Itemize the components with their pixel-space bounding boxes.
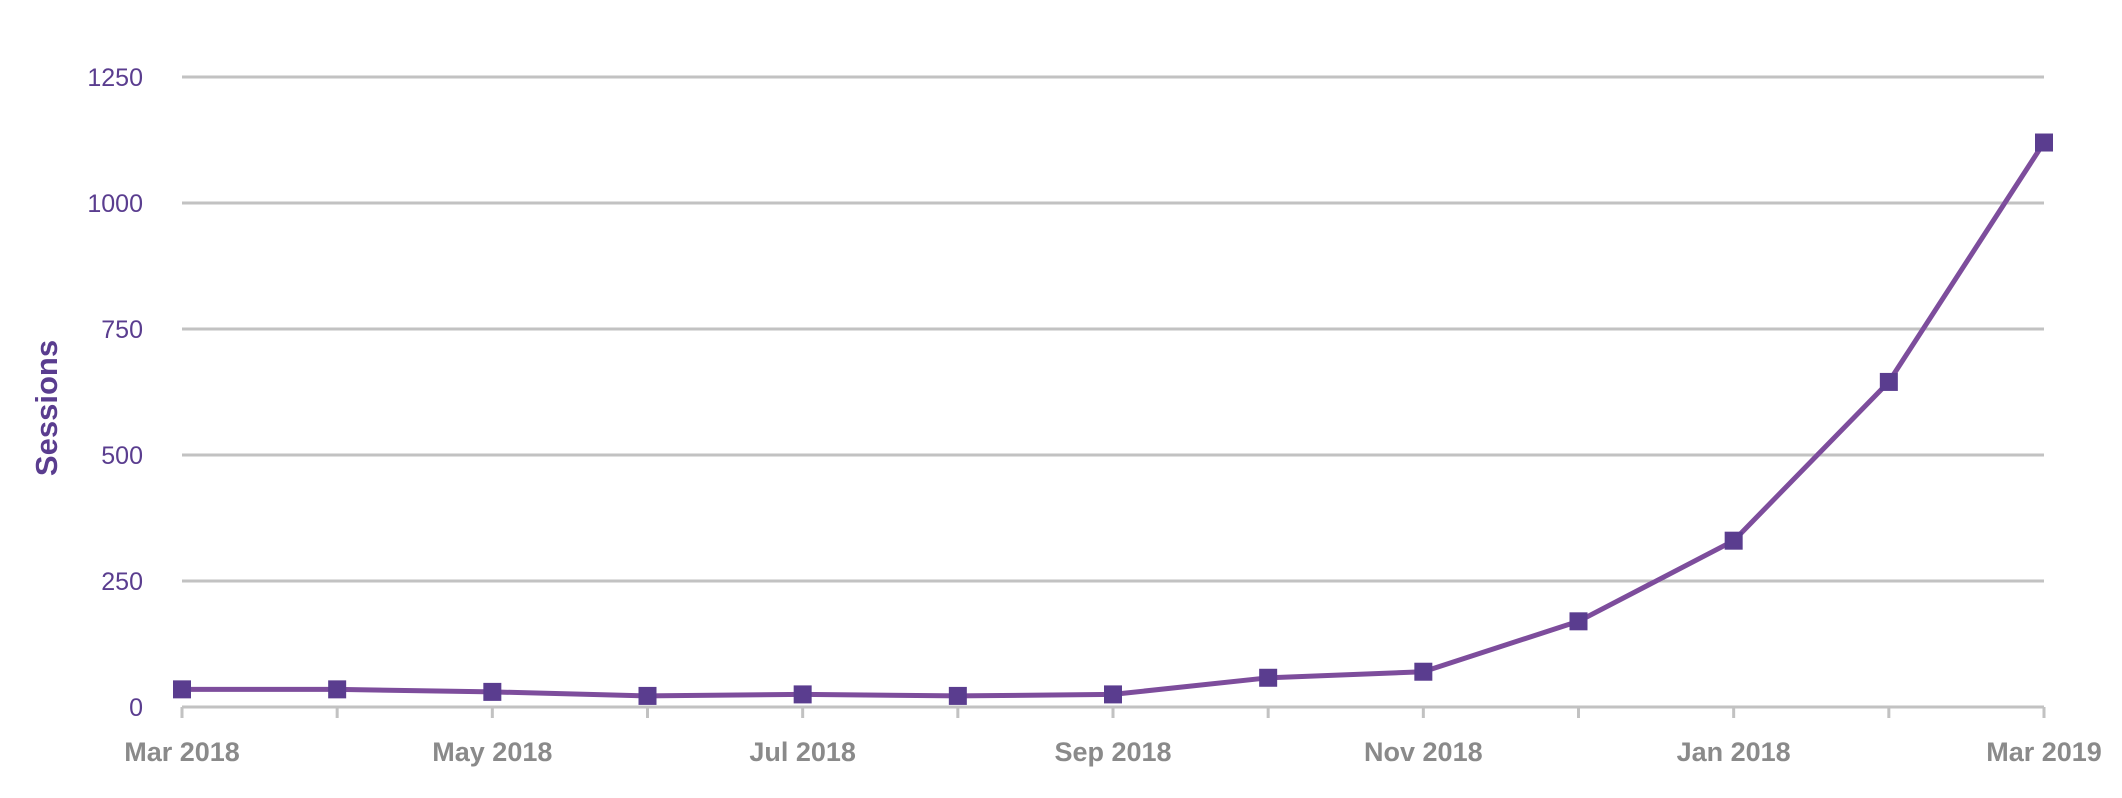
data-point	[1569, 612, 1588, 631]
data-point	[948, 686, 967, 705]
y-tick-label: 1250	[87, 64, 143, 92]
y-tick-label: 1000	[87, 190, 143, 218]
data-point	[793, 685, 812, 704]
data-point	[1724, 531, 1743, 550]
x-tick-label: Mar 2018	[124, 737, 240, 767]
y-axis-ticks: 0 250 500 750 1000 1250	[87, 64, 143, 722]
data-point	[328, 680, 347, 699]
x-tick-label: Mar 2019	[1986, 737, 2102, 767]
data-point	[1259, 668, 1278, 687]
x-tick-label: Nov 2018	[1364, 737, 1483, 767]
y-tick-label: 500	[101, 442, 143, 470]
data-point	[1879, 372, 1898, 391]
x-axis	[180, 705, 2046, 718]
series	[173, 133, 2053, 705]
series-line	[182, 141, 2047, 699]
x-tick-label: Sep 2018	[1054, 737, 1171, 767]
y-tick-label: 250	[101, 568, 143, 596]
x-tick-label: Jul 2018	[749, 737, 856, 767]
x-tick-label: Jan 2018	[1677, 737, 1791, 767]
data-point	[173, 680, 191, 699]
data-point	[2035, 133, 2053, 152]
y-tick-label: 750	[101, 316, 143, 344]
y-axis-label: Sessions	[29, 340, 64, 476]
data-point	[483, 682, 502, 701]
x-axis-ticks: Mar 2018 May 2018 Jul 2018 Sep 2018 Nov 2018…	[124, 737, 2102, 767]
data-point	[638, 686, 657, 705]
data-point	[1414, 662, 1433, 681]
data-point	[1104, 685, 1122, 704]
gridlines	[182, 75, 2044, 583]
y-tick-label: 0	[129, 694, 143, 722]
x-tick-label: May 2018	[432, 737, 552, 767]
